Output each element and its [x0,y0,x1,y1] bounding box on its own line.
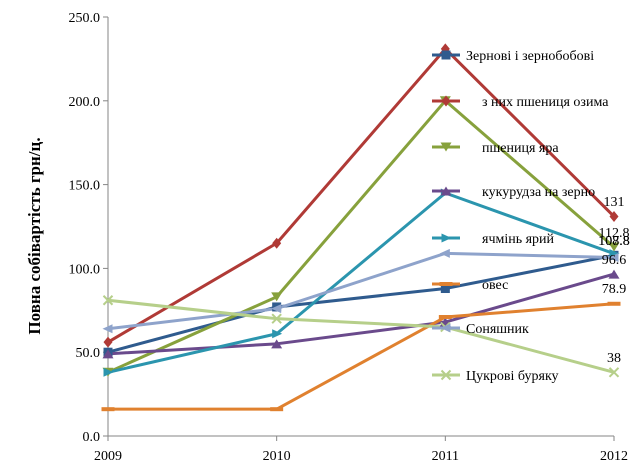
series-line-7 [107,298,615,374]
legend-item: ячмінь ярий [432,232,555,247]
legend-label: овес [482,278,508,293]
series-lines [107,47,616,411]
legend-marker [440,186,452,196]
legend-item: Зернові і зернобобові [432,49,594,64]
legend-item: кукурудза на зерно [432,185,595,200]
data-point [608,253,619,263]
series-line-4 [107,191,615,374]
y-tick-label: 150.0 [69,179,101,194]
data-point [101,407,115,412]
data-point [609,249,620,259]
legend-marker [441,233,452,243]
data-label: 78.9 [602,282,627,297]
x-tick-label: 2011 [432,449,459,464]
y-tick-label: 50.0 [76,346,101,361]
legend-item: овес [432,278,508,293]
legend-label: пшениця яра [482,141,559,156]
y-axis-label-group: Повна собівартість грн/ц. [25,137,44,334]
axes: 0.0 50.0 100.0 150.0 200.0 250.0 2009 2010 2011 2… [69,11,629,464]
data-point [439,248,450,258]
data-point [609,210,619,222]
x-tick-label: 2010 [263,449,291,464]
x-tick-label: 2012 [600,449,628,464]
data-point [608,367,620,378]
y-tick-label: 0.0 [83,430,101,445]
data-point [271,292,283,302]
series-line-6 [107,251,615,331]
data-point [102,324,113,334]
legend-marker [440,142,452,152]
series-line-1 [107,47,616,344]
series-line-2 [107,99,615,374]
data-point [607,301,621,306]
data-point [608,242,620,252]
data-point [272,329,283,339]
y-axis-label: Повна собівартість грн/ц. [25,137,44,334]
legend: Зернові і зернобобові з них пшениця озима… [432,49,609,384]
x-tick-label: 2009 [94,449,122,464]
legend-label: Зернові і зернобобові [466,49,594,64]
data-point [270,407,284,412]
legend-label: ячмінь ярий [482,232,555,247]
data-point [102,349,114,359]
legend-marker [441,50,451,60]
data-point [608,269,620,279]
data-point [440,284,450,294]
data-label: 96.6 [602,253,627,268]
y-tick-label: 200.0 [69,95,101,110]
data-point [102,295,114,306]
legend-label: Соняшник [466,322,529,337]
marker-stroke [271,313,282,324]
legend-label: кукурудза на зерно [482,185,595,200]
marker-stroke [440,369,452,381]
series-line-5 [108,302,615,411]
data-point [438,315,452,320]
data-point [103,336,113,348]
legend-item: пшениця яра [432,141,559,156]
data-label: 107.8 [598,234,630,249]
marker-stroke [102,295,114,306]
legend-marker [439,282,453,286]
legend-item: з них пшениця озима [432,95,609,110]
data-label: 131 [604,195,625,210]
data-label: 108.8 [598,234,630,249]
y-tick-label: 250.0 [69,11,101,26]
data-label: 112.8 [599,226,630,241]
data-point [272,237,282,249]
legend-label: з них пшениця озима [482,95,609,110]
data-point [271,339,283,349]
marker-stroke [608,367,620,378]
legend-marker [440,323,451,333]
data-point [271,313,282,324]
y-tick-label: 100.0 [69,262,101,277]
data-point [271,304,282,314]
data-label: 38 [607,351,621,366]
legend-item: Соняшник [432,322,529,337]
legend-item: Цукрові буряку [432,369,559,384]
data-point [103,367,114,377]
series-line-3 [107,272,615,356]
legend-marker [441,95,451,107]
legend-label: Цукрові буряку [466,369,559,384]
legend-marker [440,369,452,381]
series-line-0 [107,253,615,354]
